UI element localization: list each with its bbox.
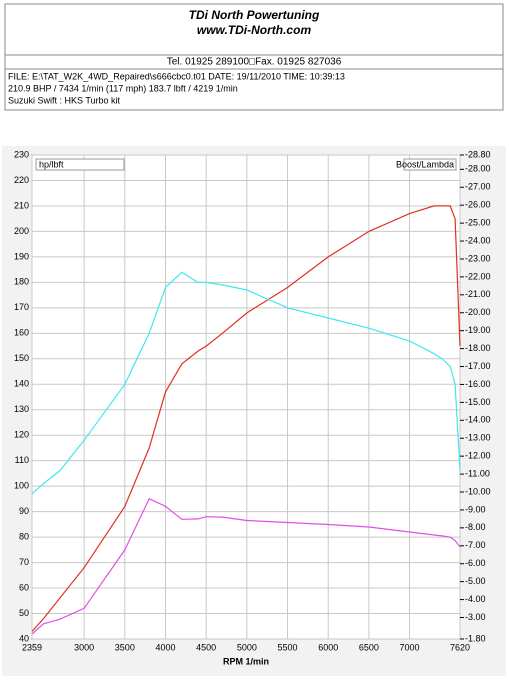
y2-tick-label: -6.00 (465, 558, 486, 568)
y2-tick-label: -4.00 (465, 594, 486, 604)
x-axis-label: RPM 1/min (223, 656, 269, 666)
x-tick-label: 6000 (318, 642, 338, 652)
plot-area (31, 154, 461, 640)
y-tick-label: 200 (14, 226, 29, 236)
y-tick-label: 70 (19, 557, 29, 567)
x-tick-label: 7000 (400, 642, 420, 652)
y2-tick-label: -26.00 (465, 200, 491, 210)
y-tick-label: 190 (14, 251, 29, 261)
y2-tick-label: -24.00 (465, 235, 491, 245)
y-tick-label: 230 (14, 149, 29, 159)
header-title: TDi North Powertuning (189, 8, 320, 22)
series-line (31, 205, 461, 632)
y-tick-label: 120 (14, 430, 29, 440)
info-line: Suzuki Swift : HKS Turbo kit (8, 95, 121, 105)
x-tick-label: 2359 (22, 642, 42, 652)
y2-tick-label: -22.00 (465, 271, 491, 281)
y-tick-label: 210 (14, 200, 29, 210)
y2-tick-label: -17.00 (465, 361, 491, 371)
y-tick-label: 170 (14, 302, 29, 312)
y2-axis-label: Boost/Lambda (396, 159, 454, 169)
header-box (4, 3, 504, 111)
y2-tick-label: -10.00 (465, 486, 491, 496)
y-tick-label: 40 (19, 633, 29, 643)
y2-tick-label: -11.00 (465, 468, 490, 478)
y-tick-label: 130 (14, 404, 29, 414)
y-tick-label: 220 (14, 175, 29, 185)
y-tick-label: 180 (14, 277, 29, 287)
y2-tick-label: -25.00 (465, 217, 491, 227)
y-tick-label: 60 (19, 582, 29, 592)
y-tick-label: 140 (14, 379, 29, 389)
y2-tick-label: -23.00 (465, 253, 491, 263)
y2-tick-label: -8.00 (465, 522, 486, 532)
y2-tick-label: -5.00 (465, 576, 486, 586)
y-tick-label: 50 (19, 608, 29, 618)
info-line: 210.9 BHP / 7434 1/min (117 mph) 183.7 l… (8, 83, 238, 93)
header-contact: Tel. 01925 289100□Fax. 01925 827036 (167, 57, 342, 68)
y2-tick-label: -14.00 (465, 415, 491, 425)
series-line (31, 271, 461, 495)
y2-tick-label: -27.00 (465, 182, 491, 192)
y-tick-label: 90 (19, 506, 29, 516)
y2-tick-label: -13.00 (465, 433, 491, 443)
y-tick-label: 100 (14, 481, 29, 491)
y-tick-label: 110 (15, 455, 29, 465)
x-tick-label: 5500 (278, 642, 298, 652)
x-tick-label: 4000 (155, 642, 175, 652)
legend-box (35, 158, 125, 171)
y2-tick-label: -3.00 (465, 612, 486, 622)
x-tick-label: 4500 (196, 642, 216, 652)
y2-tick-label: -9.00 (465, 504, 486, 514)
info-line: FILE: E:\TAT_W2K_4WD_Repaired\s666cbc0.t… (8, 71, 345, 81)
x-tick-label: 5000 (237, 642, 257, 652)
y2-tick-label: -20.00 (465, 307, 491, 317)
y2-tick-label: -18.00 (465, 343, 491, 353)
y2-tick-label: -7.00 (465, 540, 486, 550)
y2-tick-label: -12.00 (465, 451, 491, 461)
x-tick-label: 3000 (74, 642, 94, 652)
x-tick-label: 3500 (115, 642, 135, 652)
y-axis-label: hp/lbft (39, 159, 64, 169)
y2-tick-label: -28.80 (465, 149, 491, 159)
y2-tick-label: -16.00 (465, 379, 491, 389)
series-line (31, 498, 461, 635)
y-tick-label: 160 (14, 328, 29, 338)
y2-tick-label: -28.00 (465, 164, 491, 174)
x-tick-label: 6500 (359, 642, 379, 652)
legend-box (403, 158, 457, 171)
x-tick-label: 7620 (450, 642, 470, 652)
y2-tick-label: -21.00 (465, 289, 491, 299)
y2-tick-label: -15.00 (465, 397, 491, 407)
y-tick-label: 150 (14, 353, 29, 363)
y2-tick-label: -19.00 (465, 325, 491, 335)
y2-tick-label: -1.80 (465, 633, 486, 643)
header-website: www.TDi-North.com (197, 23, 312, 37)
y-tick-label: 80 (19, 531, 29, 541)
